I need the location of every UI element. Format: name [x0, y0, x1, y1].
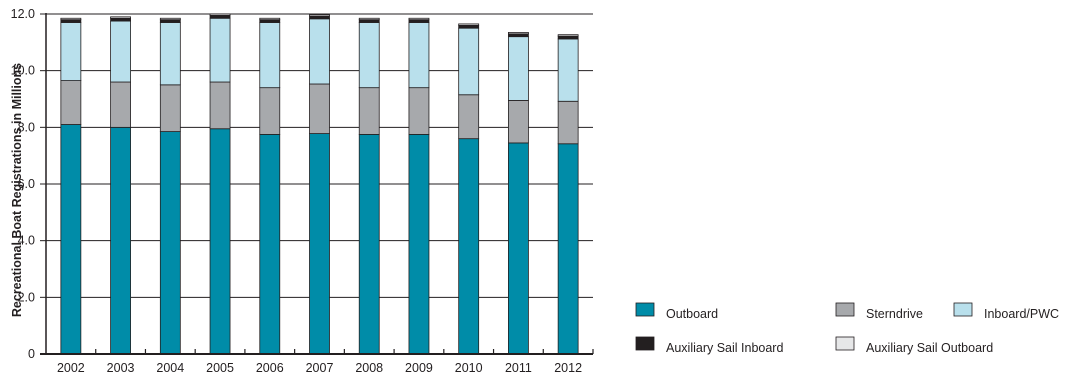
- legend-label: Outboard: [666, 307, 718, 321]
- bar-2003-auxiliary-sail-outboard: [110, 16, 131, 19]
- bar-2005-auxiliary-sail-inboard: [209, 15, 231, 19]
- bar-2012-auxiliary-sail-inboard: [557, 35, 579, 40]
- bar-2003-sterndrive: [110, 81, 131, 128]
- bar-2006-auxiliary-sail-outboard: [259, 17, 281, 21]
- bar-2010-auxiliary-sail-outboard: [458, 23, 480, 26]
- y-tick-label: 8.0: [18, 120, 35, 134]
- x-tick-labels: 2002 2003 2004 2005 2006 2007 2008 2009 2010 2011…: [57, 361, 582, 375]
- y-tick-label: 0: [28, 347, 35, 361]
- bar-2009-auxiliary-sail-outboard: [408, 17, 430, 21]
- bar-2006-auxiliary-sail-inboard: [259, 19, 281, 23]
- x-tick-label: 2012: [554, 361, 582, 375]
- bar-2008-auxiliary-sail-inboard: [358, 19, 380, 23]
- y-tick-label: 12.0: [11, 7, 35, 21]
- bar-2010-inboard-pwc: [458, 27, 480, 96]
- x-tick-label: 2003: [107, 361, 135, 375]
- bar-2011-outboard: [508, 142, 529, 355]
- x-tick-label: 2008: [355, 361, 383, 375]
- bar-2002-sterndrive: [60, 80, 82, 125]
- y-tick-labels: 0 2.0 4.0 6.0 8.0 10.0 12.0: [11, 7, 35, 361]
- bars: [60, 13, 579, 355]
- bar-2002-auxiliary-sail-inboard: [60, 19, 82, 23]
- x-tick-label: 2007: [306, 361, 334, 375]
- bar-2002-inboard-pwc: [60, 22, 82, 81]
- x-tick-label: 2006: [256, 361, 284, 375]
- bar-2012-auxiliary-sail-outboard: [557, 34, 579, 37]
- legend-label: Sterndrive: [866, 307, 923, 321]
- bar-2011-auxiliary-sail-outboard: [508, 32, 529, 35]
- legend: Outboard Sterndrive Inboard/PWC Auxiliary S…: [635, 302, 1059, 355]
- axes: [40, 13, 594, 355]
- legend-swatch-auxiliary-sail-outboard: [835, 336, 855, 351]
- y-tick-label: 6.0: [18, 177, 35, 191]
- x-tick-label: 2005: [206, 361, 234, 375]
- x-tick-label: 2002: [57, 361, 85, 375]
- bar-2011-auxiliary-sail-inboard: [508, 33, 529, 38]
- bar-2008-auxiliary-sail-outboard: [358, 17, 380, 21]
- bar-2011-inboard-pwc: [508, 36, 529, 101]
- y-tick-label: 10.0: [11, 64, 35, 78]
- bar-2006-outboard: [259, 134, 281, 355]
- bar-2007-inboard-pwc: [309, 18, 330, 85]
- legend-swatch-inboard-pwc: [953, 302, 973, 317]
- bar-2010-outboard: [458, 138, 480, 355]
- legend-label: Auxiliary Sail Inboard: [666, 341, 783, 355]
- bar-2010-auxiliary-sail-inboard: [458, 24, 480, 29]
- bar-2004-auxiliary-sail-inboard: [159, 19, 181, 23]
- bar-2005-inboard-pwc: [209, 17, 231, 83]
- bar-2003-auxiliary-sail-inboard: [110, 17, 131, 22]
- bar-2004-sterndrive: [159, 84, 181, 132]
- bar-2005-sterndrive: [209, 81, 231, 130]
- bar-2007-outboard: [309, 133, 330, 355]
- bar-2005-auxiliary-sail-outboard: [209, 13, 231, 16]
- y-tick-label: 4.0: [18, 234, 35, 248]
- bar-2007-auxiliary-sail-outboard: [309, 14, 330, 17]
- x-tick-label: 2009: [405, 361, 433, 375]
- legend-swatch-outboard: [635, 302, 655, 317]
- bar-2003-inboard-pwc: [110, 20, 131, 83]
- bar-2004-auxiliary-sail-outboard: [159, 17, 181, 21]
- bar-2008-outboard: [358, 134, 380, 355]
- bar-2006-inboard-pwc: [259, 22, 281, 89]
- bar-2009-outboard: [408, 134, 430, 355]
- bar-2003-outboard: [110, 126, 131, 355]
- bar-2006-sterndrive: [259, 87, 281, 135]
- x-tick-label: 2004: [156, 361, 184, 375]
- bar-2008-inboard-pwc: [358, 22, 380, 89]
- bar-2002-auxiliary-sail-outboard: [60, 17, 82, 21]
- bar-2002-outboard: [60, 124, 82, 355]
- bar-2009-sterndrive: [408, 87, 430, 135]
- bar-2010-sterndrive: [458, 94, 480, 140]
- bar-2009-auxiliary-sail-inboard: [408, 19, 430, 23]
- bar-2011-sterndrive: [508, 100, 529, 144]
- x-tick-label: 2010: [455, 361, 483, 375]
- y-axis-title: Recreational Boat Registrations in Milli…: [10, 63, 24, 317]
- legend-label: Inboard/PWC: [984, 307, 1059, 321]
- legend-swatch-sterndrive: [835, 302, 855, 317]
- bar-2005-outboard: [209, 128, 231, 355]
- legend-label: Auxiliary Sail Outboard: [866, 341, 993, 355]
- legend-swatch-auxiliary-sail-inboard: [635, 336, 655, 351]
- bar-2007-sterndrive: [309, 83, 330, 134]
- bar-2004-inboard-pwc: [159, 22, 181, 86]
- y-tick-label: 2.0: [18, 290, 35, 304]
- bar-2007-auxiliary-sail-inboard: [309, 15, 330, 20]
- x-tick-label: 2011: [505, 361, 532, 375]
- bar-2012-inboard-pwc: [557, 38, 579, 102]
- bar-2004-outboard: [159, 131, 181, 355]
- bar-2009-inboard-pwc: [408, 22, 430, 89]
- bar-2008-sterndrive: [358, 87, 380, 135]
- bar-2012-sterndrive: [557, 100, 579, 145]
- bar-2012-outboard: [557, 143, 579, 355]
